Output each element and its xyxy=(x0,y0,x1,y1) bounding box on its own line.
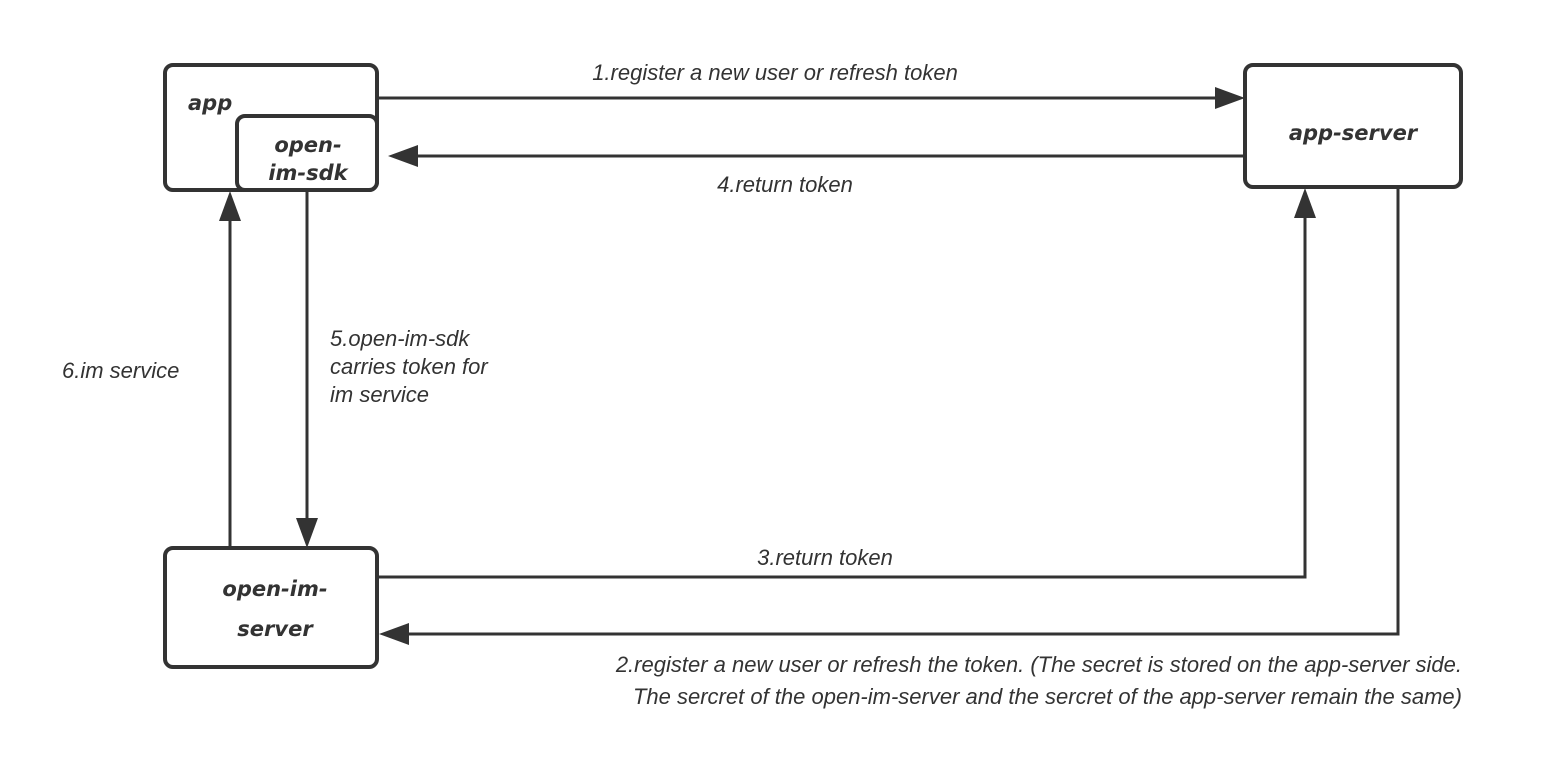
node-app-server: app-server xyxy=(1243,63,1463,189)
edge-4: 4.return token xyxy=(388,145,1243,197)
edge-2-label-1: 2.register a new user or refresh the tok… xyxy=(615,652,1462,677)
edge-2: 2.register a new user or refresh the tok… xyxy=(379,189,1462,709)
node-sdk-label-1: open- xyxy=(274,133,341,157)
arrowhead-left xyxy=(379,623,409,645)
arrowhead-right xyxy=(1215,87,1245,109)
arrowhead-up xyxy=(219,191,241,221)
arrowhead-left xyxy=(388,145,418,167)
edge-3: 3.return token xyxy=(379,188,1316,579)
edge-5: 5.open-im-sdk carries token for im servi… xyxy=(296,192,489,548)
edge-2-label-2: The sercret of the open-im-server and th… xyxy=(633,684,1462,709)
edge-3-label: 3.return token xyxy=(757,545,893,570)
arrowhead-down xyxy=(296,518,318,548)
arrowhead-up xyxy=(1294,188,1316,218)
node-sdk-label-2: im-sdk xyxy=(268,161,349,185)
edge-4-label: 4.return token xyxy=(717,172,853,197)
node-im-server-label-2: server xyxy=(237,617,314,641)
node-im-server-label-1: open-im- xyxy=(222,577,327,601)
edge-5-label-1: 5.open-im-sdk xyxy=(330,326,470,351)
edge-5-label-3: im service xyxy=(330,382,429,407)
node-app-server-label: app-server xyxy=(1289,121,1419,145)
node-app-label: app xyxy=(188,91,232,115)
node-open-im-server: open-im- server xyxy=(163,546,379,669)
edge-6: 6.im service xyxy=(62,191,241,546)
node-open-im-sdk: open- im-sdk xyxy=(235,114,379,192)
edge-5-label-2: carries token for xyxy=(330,354,489,379)
edge-1: 1.register a new user or refresh token xyxy=(379,60,1245,109)
edge-1-label: 1.register a new user or refresh token xyxy=(592,60,958,85)
edge-6-label: 6.im service xyxy=(62,358,179,383)
